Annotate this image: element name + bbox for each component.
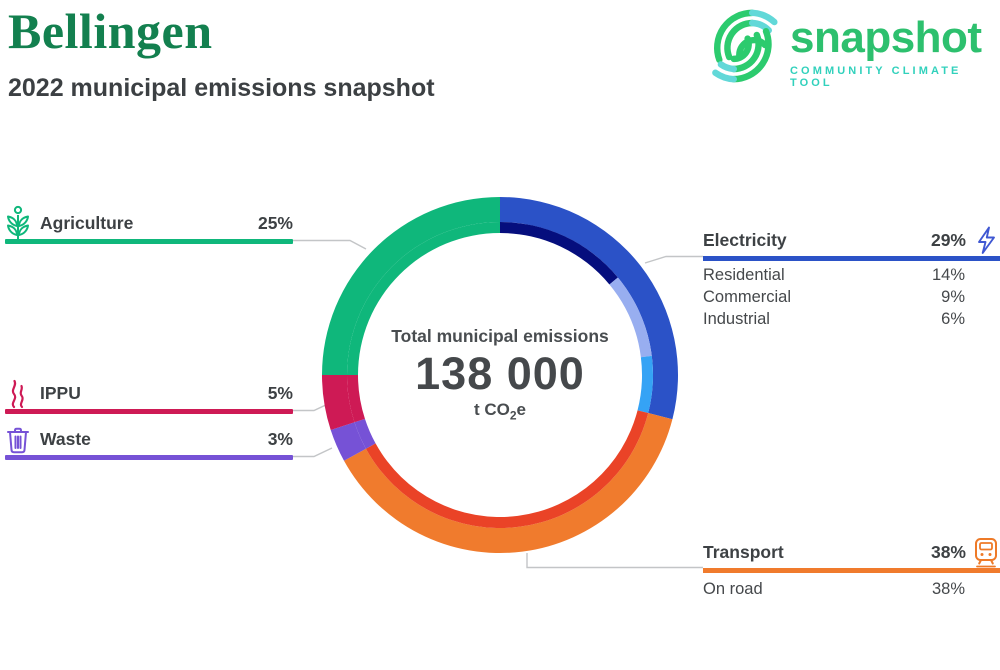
donut-segment-electricity[interactable] <box>500 197 678 420</box>
leader-waste <box>293 447 333 458</box>
sector-label: Transport <box>703 541 784 562</box>
leader-transport <box>526 553 703 569</box>
leader-agriculture <box>293 239 367 250</box>
donut-segment-agriculture[interactable] <box>322 197 500 375</box>
sector-agriculture: Agriculture 25% <box>5 204 293 244</box>
sector-percent: 3% <box>267 428 293 449</box>
chart-center-total: Total municipal emissions 138 000 t CO2e <box>380 326 620 423</box>
smoke-icon <box>5 377 31 409</box>
page-subtitle: 2022 municipal emissions snapshot <box>8 74 435 102</box>
sector-percent: 5% <box>267 382 293 403</box>
snapshot-wordmark: snapshot <box>790 13 982 62</box>
donut-segment-on-road[interactable] <box>365 410 649 528</box>
total-emissions-value: 138 000 <box>415 348 585 399</box>
sector-underline <box>703 568 1000 573</box>
donut-segment-waste[interactable] <box>330 422 366 461</box>
donut-segment-commercial[interactable] <box>609 277 652 358</box>
trash-icon <box>5 424 31 454</box>
sector-underline <box>5 409 293 414</box>
sector-label: Waste <box>40 428 91 449</box>
sector-transport: Transport 38% On road 38% <box>703 536 1000 600</box>
sector-percent: 25% <box>257 212 293 233</box>
sector-label: Electricity <box>703 229 787 250</box>
donut-segment-ippu[interactable] <box>322 375 355 431</box>
snapshot-logo-icon <box>708 2 778 95</box>
donut-segment-transport[interactable] <box>344 413 673 553</box>
donut-segment-agriculture[interactable] <box>347 222 500 375</box>
total-emissions-caption: Total municipal emissions <box>391 326 609 346</box>
leader-electricity <box>644 255 703 264</box>
sector-underline <box>5 455 293 460</box>
emissions-donut-chart <box>322 197 678 553</box>
snapshot-logo: snapshot COMMUNITY CLIMATE TOOL <box>708 2 1000 95</box>
sector-percent: 29% <box>930 229 966 250</box>
sector-ippu: IPPU 5% <box>5 377 293 414</box>
page-title: Bellingen <box>8 3 213 59</box>
subsector-commercial: Commercial 9% <box>703 287 965 306</box>
donut-segment-ippu[interactable] <box>347 375 365 423</box>
train-icon <box>966 536 1000 568</box>
subsector-industrial: Industrial 6% <box>703 309 965 328</box>
sector-label: IPPU <box>40 382 81 403</box>
donut-segment-residential[interactable] <box>500 222 618 285</box>
donut-segment-waste[interactable] <box>354 418 376 449</box>
sector-percent: 38% <box>930 541 966 562</box>
donut-segment-industrial[interactable] <box>637 355 653 414</box>
total-emissions-unit: t CO2e <box>473 400 527 423</box>
sector-electricity: Electricity 29% Residential 14% Commerci… <box>703 224 1000 330</box>
subsector-residential: Residential 14% <box>703 265 965 284</box>
wheat-icon <box>5 204 31 242</box>
lightning-icon <box>966 225 1000 255</box>
subsector-on-road: On road 38% <box>703 579 965 598</box>
sector-underline <box>703 256 1000 261</box>
sector-underline <box>5 239 293 244</box>
sector-waste: Waste 3% <box>5 423 293 460</box>
sector-label: Agriculture <box>40 212 134 233</box>
snapshot-tagline: COMMUNITY CLIMATE TOOL <box>790 65 962 90</box>
